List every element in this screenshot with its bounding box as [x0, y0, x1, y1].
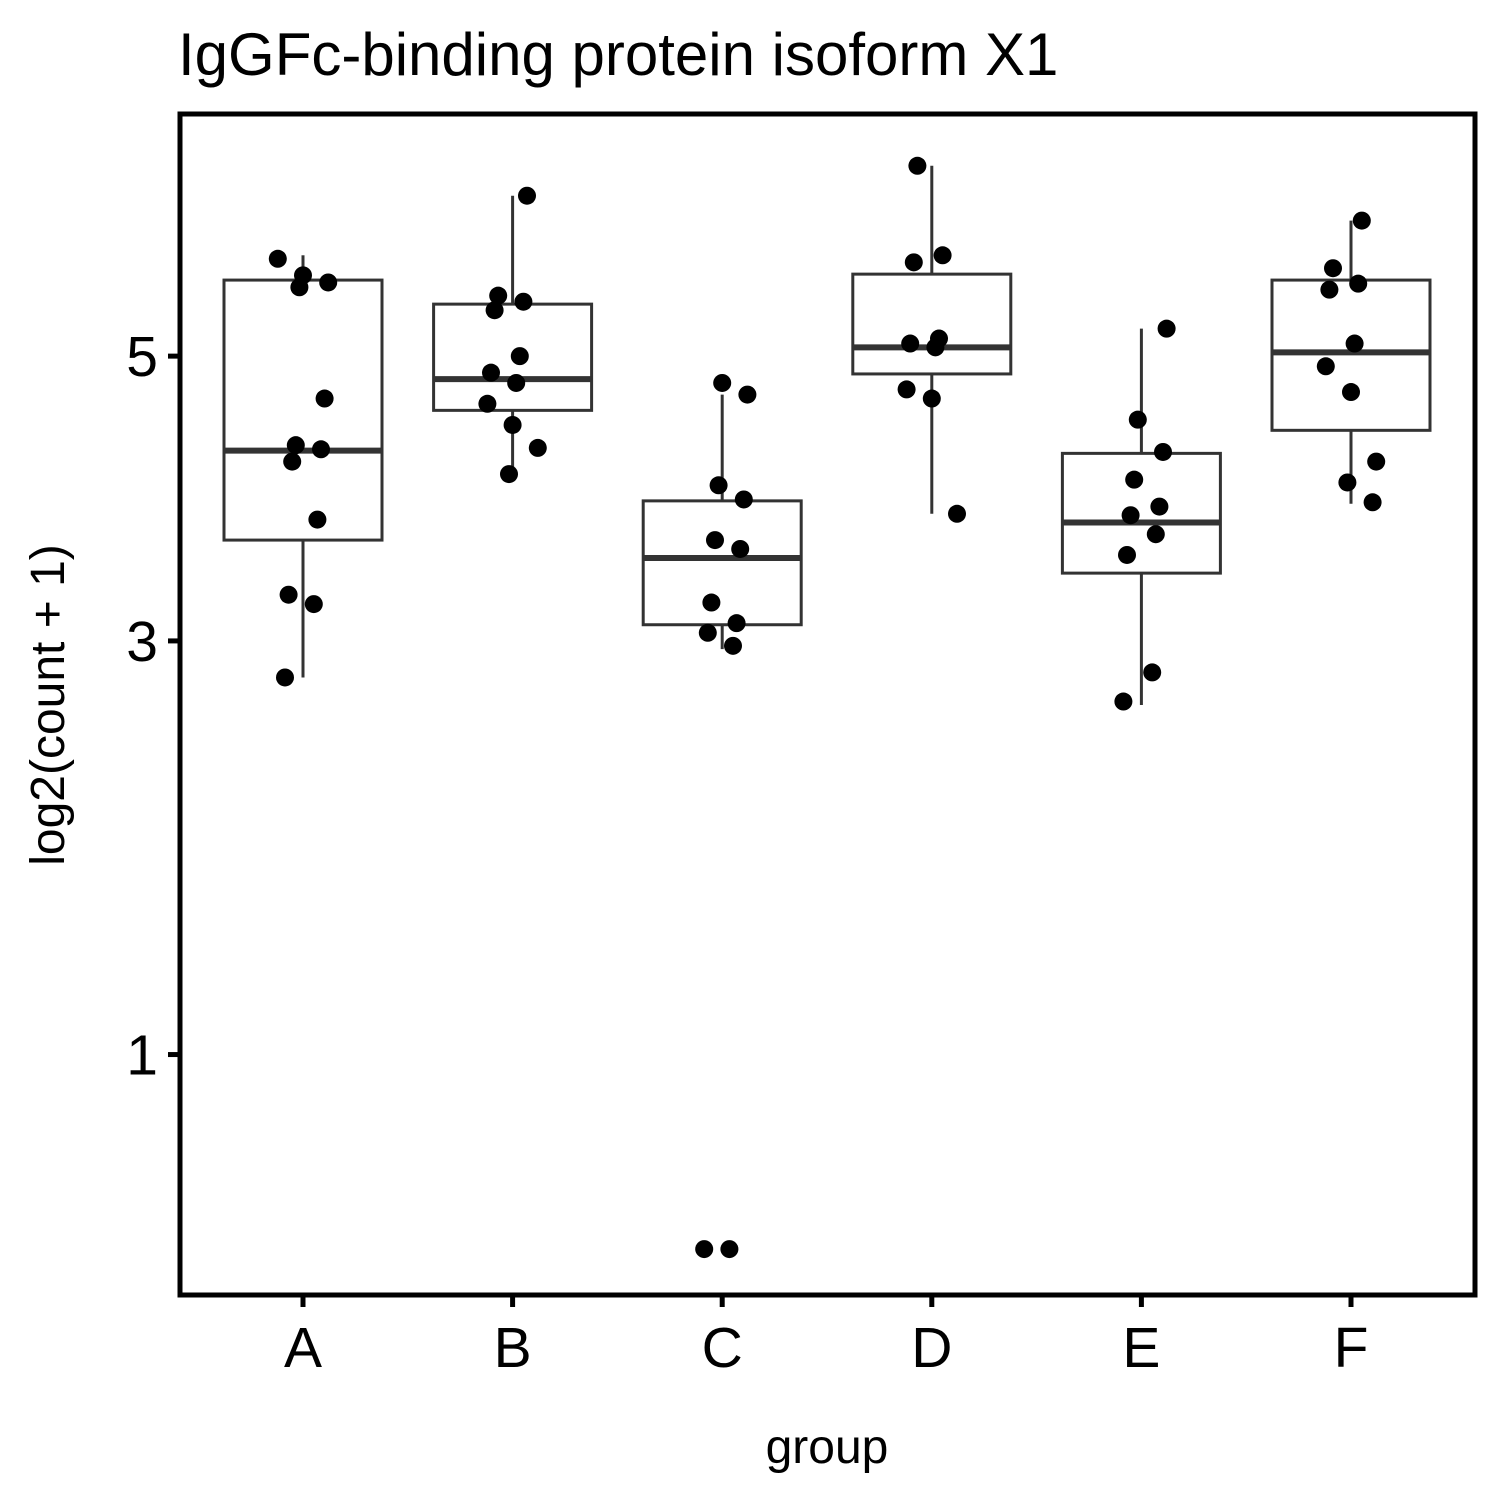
box: [222, 278, 384, 542]
data-point: [308, 510, 327, 529]
data-point: [290, 278, 309, 297]
data-point: [279, 585, 298, 604]
y-tick-label: 5: [126, 325, 158, 389]
data-point: [304, 595, 323, 614]
data-point: [706, 531, 724, 550]
box: [1060, 451, 1222, 575]
x-tick-label: E: [1122, 1316, 1160, 1380]
box-group-A: [222, 255, 384, 678]
points-B: [478, 186, 547, 484]
data-point: [713, 373, 732, 392]
data-point: [926, 338, 945, 357]
data-point: [720, 1240, 739, 1259]
data-point: [1154, 442, 1172, 461]
data-point: [312, 440, 330, 459]
data-point: [922, 389, 941, 408]
data-point: [897, 380, 916, 399]
data-point: [1338, 473, 1357, 492]
points-D: [897, 156, 966, 523]
data-point: [1363, 493, 1382, 512]
data-point: [1316, 357, 1335, 376]
x-tick-label: B: [494, 1316, 532, 1380]
data-point: [731, 539, 750, 558]
data-point: [1349, 274, 1368, 293]
data-point: [1118, 545, 1136, 564]
data-point: [500, 465, 518, 484]
data-point: [734, 490, 753, 509]
points-E: [1114, 319, 1176, 711]
data-point: [1324, 259, 1342, 278]
data-point: [286, 436, 305, 455]
data-point: [908, 156, 927, 175]
points-C: [695, 373, 757, 1259]
points-A: [268, 249, 338, 687]
y-tick-label: 1: [126, 1024, 158, 1088]
data-point: [1150, 497, 1169, 516]
data-point: [518, 186, 536, 205]
data-point: [1157, 319, 1176, 338]
data-point: [933, 246, 952, 265]
data-point: [315, 389, 334, 408]
x-tick-label: C: [702, 1316, 743, 1380]
box-group-F: [1270, 220, 1432, 504]
data-point: [528, 438, 547, 457]
data-point: [1352, 211, 1371, 230]
data-point: [489, 286, 508, 305]
data-point: [485, 301, 504, 320]
data-point: [503, 415, 522, 434]
data-point: [1121, 506, 1140, 525]
x-tick-label: A: [284, 1316, 322, 1380]
data-point: [1146, 525, 1165, 544]
plot-panel-border: [177, 111, 1478, 1298]
data-point: [1345, 334, 1364, 353]
data-point: [478, 394, 497, 413]
data-point: [482, 363, 500, 382]
box: [851, 272, 1013, 376]
data-point: [724, 636, 742, 655]
box-group-E: [1060, 328, 1222, 705]
data-point: [319, 273, 338, 292]
data-point: [1320, 280, 1339, 299]
data-point: [695, 1240, 714, 1259]
plot-marks: [222, 156, 1432, 1259]
x-tick-label: D: [911, 1316, 952, 1380]
y-tick-label: 3: [126, 610, 158, 674]
data-point: [268, 249, 287, 268]
data-point: [1125, 470, 1144, 489]
x-axis-title: group: [766, 1421, 889, 1474]
data-point: [514, 292, 533, 311]
points-F: [1316, 211, 1386, 512]
data-point: [276, 668, 294, 687]
data-point: [948, 504, 966, 523]
x-tick-label: F: [1334, 1316, 1369, 1380]
box: [641, 499, 803, 627]
data-point: [507, 373, 526, 392]
data-point: [904, 253, 923, 272]
data-point: [738, 385, 757, 404]
data-point: [901, 334, 920, 353]
data-point: [1367, 452, 1386, 471]
box-group-C: [641, 394, 803, 650]
data-point: [283, 452, 302, 471]
data-point: [1342, 383, 1360, 402]
data-point: [1128, 410, 1147, 429]
data-point: [1143, 663, 1162, 682]
data-point: [698, 623, 717, 642]
chart-title: IgGFc-binding protein isoform X1: [178, 21, 1058, 88]
axes: 1 3 5 A B C D E F: [126, 325, 1368, 1380]
data-point: [510, 347, 529, 366]
y-axis-title: log2(count + 1): [22, 544, 75, 866]
data-point: [727, 614, 746, 633]
data-point: [702, 593, 721, 612]
data-point: [709, 476, 728, 495]
data-point: [1114, 692, 1133, 711]
